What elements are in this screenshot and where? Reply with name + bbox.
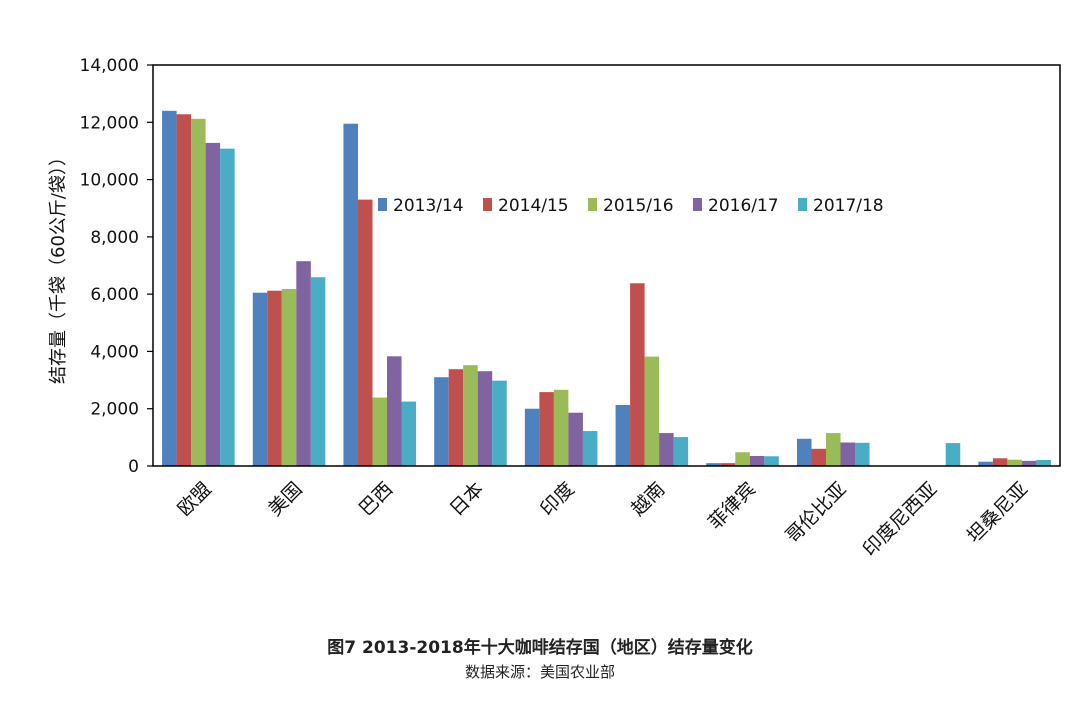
bar-2016-17-2 <box>387 356 402 466</box>
y-axis: 0 2,000 4,000 6,000 8,000 10,000 12,000 14,000 <box>80 56 153 477</box>
bar-2017-18-8 <box>945 443 961 466</box>
bar-2014-15-4 <box>539 392 554 466</box>
legend-label: 2017/18 <box>813 196 884 216</box>
bar-2015-16-5 <box>644 356 660 466</box>
bar-2015-16-1 <box>281 288 297 466</box>
bar-2016-17-6 <box>749 455 765 466</box>
x-category-label: 日本 <box>446 478 488 520</box>
bar-2013-14-9 <box>978 461 993 466</box>
bar-2017-18-6 <box>764 456 779 466</box>
x-category-label: 菲律宾 <box>704 478 760 534</box>
bar-2015-16-4 <box>553 389 569 466</box>
bar-2014-15-5 <box>630 283 645 466</box>
legend-swatch <box>693 198 702 211</box>
legend-swatch <box>483 198 492 211</box>
bar-2015-16-9 <box>1007 459 1022 466</box>
bar-2013-14-0 <box>162 110 177 466</box>
bar-2014-15-3 <box>448 369 464 466</box>
x-axis: 欧盟 美国 巴西 日本 印度 越南 菲律宾 哥伦比亚 印度尼西亚 坦桑尼亚 <box>173 478 1032 561</box>
bar-2017-18-1 <box>310 277 326 466</box>
bar-2015-16-3 <box>463 365 478 466</box>
y-tick-label: 2,000 <box>90 400 139 420</box>
bar-2017-18-5 <box>673 437 689 466</box>
x-category-label: 印度 <box>536 478 578 520</box>
bar-2016-17-4 <box>568 412 583 466</box>
bar-2014-15-7 <box>811 448 826 466</box>
y-axis-label: 结存量（千袋（60公斤/袋）） <box>48 148 69 384</box>
bar-2014-15-9 <box>992 458 1008 466</box>
x-category-label: 越南 <box>627 478 669 520</box>
bars-layer <box>162 110 1051 467</box>
y-tick-label: 10,000 <box>80 171 139 191</box>
bar-2014-15-2 <box>357 199 373 466</box>
legend-label: 2016/17 <box>708 196 779 216</box>
bar-2014-15-0 <box>176 114 192 467</box>
bar-2015-16-7 <box>825 433 841 466</box>
legend-label: 2013/14 <box>393 196 464 216</box>
bar-2013-14-4 <box>524 408 540 466</box>
x-category-label: 哥伦比亚 <box>781 478 850 547</box>
bar-2017-18-4 <box>582 431 598 466</box>
legend-swatch <box>798 198 807 211</box>
bar-2013-14-7 <box>796 438 812 466</box>
y-tick-label: 6,000 <box>90 285 139 305</box>
bar-2016-17-9 <box>1021 460 1037 466</box>
legend-swatch <box>378 198 387 211</box>
y-tick-label: 12,000 <box>80 113 139 133</box>
bar-2016-17-1 <box>296 261 311 466</box>
x-category-label: 欧盟 <box>173 478 215 520</box>
bar-2014-15-1 <box>267 290 282 466</box>
bar-2017-18-3 <box>492 380 507 466</box>
bar-2016-17-3 <box>477 371 493 466</box>
bar-2013-14-3 <box>434 377 449 466</box>
x-category-label: 美国 <box>264 478 306 520</box>
bar-2016-17-7 <box>840 442 856 466</box>
bar-2016-17-0 <box>205 142 221 466</box>
bar-2014-15-6 <box>720 463 736 466</box>
bar-2015-16-2 <box>372 397 387 466</box>
data-source: 数据来源：美国农业部 <box>464 663 615 681</box>
bar-2013-14-5 <box>615 404 631 466</box>
legend-label: 2015/16 <box>603 196 674 216</box>
x-category-label: 巴西 <box>355 478 397 520</box>
x-category-label: 坦桑尼亚 <box>963 478 1032 547</box>
bar-2017-18-7 <box>855 442 870 466</box>
y-tick-label: 8,000 <box>90 228 139 248</box>
bar-2013-14-1 <box>252 292 268 466</box>
figure-caption: 图7 2013-2018年十大咖啡结存国（地区）结存量变化 <box>327 638 753 658</box>
legend-label: 2014/15 <box>498 196 569 216</box>
bar-2015-16-6 <box>735 452 750 466</box>
y-tick-label: 4,000 <box>90 342 139 362</box>
y-tick-label: 0 <box>128 457 139 477</box>
bar-2013-14-2 <box>343 123 358 466</box>
bar-2015-16-0 <box>191 118 206 466</box>
bar-2017-18-2 <box>401 401 417 466</box>
x-category-label: 印度尼西亚 <box>859 478 942 561</box>
legend: 2013/14 2014/15 2015/16 2016/17 2017/18 <box>378 196 884 216</box>
bar-2017-18-9 <box>1036 459 1051 466</box>
legend-swatch <box>588 198 597 211</box>
bar-2017-18-0 <box>220 148 235 466</box>
bar-2016-17-5 <box>659 433 674 466</box>
plot-area-frame <box>152 64 1061 467</box>
bar-2013-14-6 <box>706 463 721 466</box>
y-tick-label: 14,000 <box>80 56 139 76</box>
